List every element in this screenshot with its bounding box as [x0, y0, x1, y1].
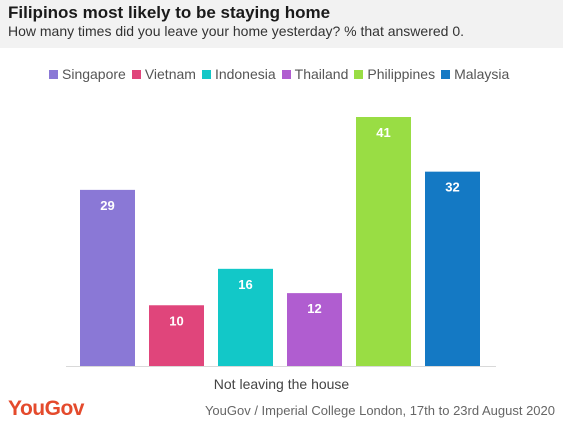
- yougov-logo: YouGov: [8, 397, 84, 420]
- legend-swatch: [354, 69, 364, 79]
- legend: Singapore Vietnam Indonesia Thailand Philipp…: [49, 66, 515, 82]
- legend-label: Vietnam: [144, 66, 196, 82]
- legend-swatch: [281, 69, 291, 79]
- data-label-thailand: 12: [307, 301, 321, 316]
- legend-label: Indonesia: [214, 66, 276, 82]
- legend-item-thailand: Thailand: [281, 66, 349, 82]
- x-axis-category-label: Not leaving the house: [213, 376, 350, 392]
- chart-subtitle: How many times did you leave your home y…: [8, 23, 465, 39]
- legend-item-singapore: Singapore: [49, 66, 126, 82]
- legend-item-indonesia: Indonesia: [201, 66, 276, 82]
- legend-label: Singapore: [62, 66, 126, 82]
- legend-swatch: [441, 69, 451, 79]
- data-label-vietnam: 10: [169, 313, 183, 328]
- source-note: YouGov / Imperial College London, 17th t…: [204, 403, 555, 418]
- bar-malaysia: [425, 171, 480, 366]
- legend-swatch: [49, 69, 58, 79]
- legend-swatch: [201, 69, 211, 79]
- legend-item-malaysia: Malaysia: [441, 66, 509, 82]
- legend-label: Malaysia: [454, 66, 510, 82]
- legend-label: Philippines: [367, 66, 436, 82]
- legend-item-philippines: Philippines: [354, 66, 435, 82]
- bar-vietnam: [149, 305, 204, 366]
- bar-singapore: [80, 189, 135, 366]
- legend-label: Thailand: [294, 66, 349, 82]
- bar-thailand: [287, 293, 342, 366]
- chart-title: Filipinos most likely to be staying home: [8, 3, 331, 22]
- header-band: Filipinos most likely to be staying home…: [0, 0, 563, 48]
- bar-indonesia: [218, 268, 273, 366]
- legend-swatch: [131, 69, 141, 79]
- data-label-singapore: 29: [100, 198, 114, 213]
- data-label-philippines: 41: [376, 125, 390, 140]
- data-label-indonesia: 16: [238, 277, 252, 292]
- data-label-malaysia: 32: [445, 180, 459, 195]
- bar-philippines: [356, 117, 411, 366]
- legend-item-vietnam: Vietnam: [131, 66, 196, 82]
